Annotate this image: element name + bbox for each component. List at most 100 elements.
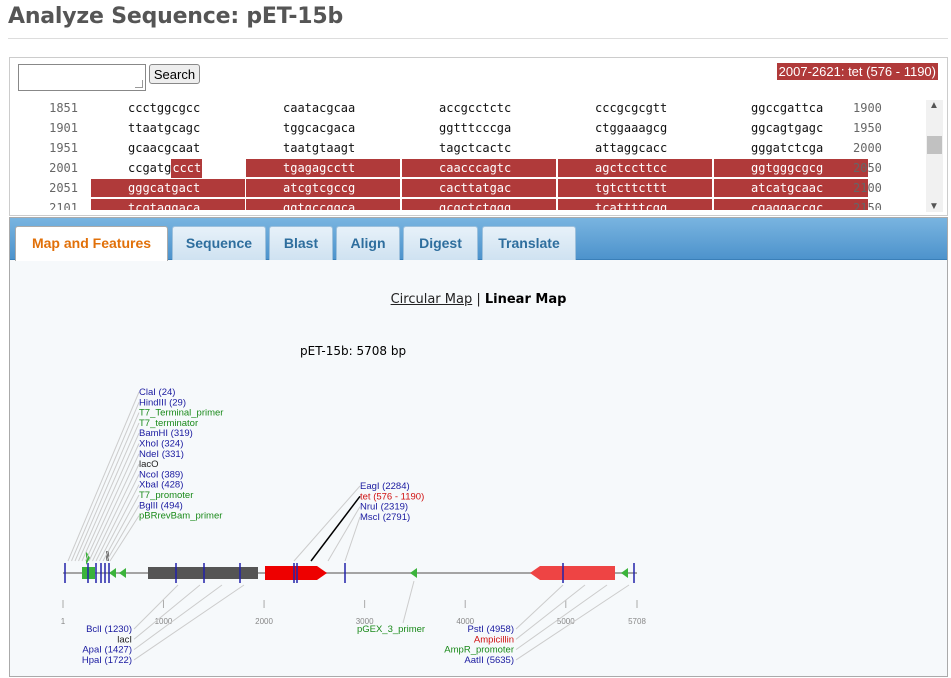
feature-label: BglII (494) [139, 500, 183, 511]
map-link-separator: | [476, 292, 481, 307]
linear-plasmid-map[interactable]: pET-15b: 5708 bp 1 1000 2000 3000 4000 5000 570… [10, 218, 947, 678]
feature-label: XhoI (324) [139, 439, 183, 450]
laco-marker [106, 551, 109, 561]
feature-label: lacO [139, 459, 159, 470]
sequence-row: 1901 ttaatgcagc tggcacgaca ggtttcccga ct… [10, 118, 920, 138]
sequence-block: tggcacgaca [283, 121, 356, 135]
sequence-block: ggccgattca [751, 101, 824, 115]
tab-digest[interactable]: Digest [403, 226, 478, 260]
scroll-down-icon[interactable]: ▼ [929, 201, 939, 212]
row-start: 2001 [49, 161, 78, 175]
feature-label: Ampicillin [474, 634, 514, 645]
sequence-scrollbar[interactable]: ▲ ▼ [926, 100, 943, 212]
sequence-block: ggcagtgagc [751, 121, 824, 135]
scale-tick-label: 3000 [356, 617, 374, 626]
row-end: 2100 [853, 181, 882, 195]
feature-label: NruI (2319) [360, 502, 408, 513]
sequence-text-highlighted: ccct [171, 159, 203, 178]
sequence-block-highlighted: agctccttcc [558, 159, 712, 177]
leader-line [515, 584, 564, 630]
row-start: 2101 [49, 201, 78, 210]
sequence-viewer[interactable]: 1851 ccctggcgcc caatacgcaa accgcctctc cc… [10, 98, 920, 210]
tab-align[interactable]: Align [336, 226, 400, 260]
scrollbar-thumb[interactable] [927, 136, 942, 154]
leader-line [99, 484, 140, 562]
sequence-block-highlighted: cacttatgac [402, 179, 556, 197]
row-start: 1901 [49, 121, 78, 135]
leader-line [327, 506, 361, 562]
leader-line [515, 584, 630, 661]
leader-line [95, 474, 140, 562]
row-end: 2000 [853, 141, 882, 155]
tab-map-and-features[interactable]: Map and Features [15, 226, 168, 261]
row-start: 2051 [49, 181, 78, 195]
primer-arrow [86, 551, 90, 565]
leader-line [515, 584, 586, 640]
map-name-label: pET-15b: 5708 bp [300, 344, 406, 358]
leader-line [81, 432, 140, 562]
linear-map-link[interactable]: Linear Map [484, 292, 567, 307]
sequence-block: ggtttcccga [439, 121, 512, 135]
scale-tick-label: 5000 [557, 617, 575, 626]
sequence-block: gggatctcga [751, 141, 824, 155]
leader-line [133, 584, 245, 661]
leader-line [102, 494, 140, 562]
feature-label: pGEX_3_primer [357, 624, 425, 635]
sequence-block-highlighted: cgaggaccgc [714, 199, 868, 210]
circular-map-link[interactable]: Circular Map [390, 292, 473, 307]
leader-line [92, 463, 140, 562]
sequence-block-highlighted: ggtgggcgcg [714, 159, 868, 177]
resize-grip-icon[interactable] [135, 80, 143, 88]
feature-label: XbaI (428) [139, 480, 183, 491]
sequence-block-highlighted: tgtcttcttt [558, 179, 712, 197]
feature-label: MscI (2791) [360, 512, 410, 523]
row-end: 1900 [853, 101, 882, 115]
feature-label: HindIII (29) [139, 397, 186, 408]
sequence-block: accgcctctc [439, 101, 512, 115]
feature-label: NdeI (331) [139, 449, 184, 460]
feature-label: AmpR_promoter [444, 645, 514, 656]
tab-bar: Map and Features Sequence Blast Align Di… [10, 218, 947, 261]
sequence-block-highlighted: gcgctctggg [402, 199, 556, 210]
sequence-row: 1951 gcaacgcaat taatgtaagt tagctcactc at… [10, 138, 920, 158]
scale-tick-label: 1 [61, 617, 66, 626]
feature-label: T7_promoter [139, 490, 193, 501]
leader-line [515, 584, 608, 651]
leader-line [109, 515, 140, 562]
feature-label: AatII (5635) [464, 655, 514, 666]
leader-line [106, 505, 140, 562]
sequence-row: 2101 tcgtaggaca ggtgccggca gcgctctggg tc… [10, 198, 920, 210]
feature-label: ClaI (24) [139, 387, 175, 398]
leader-line [344, 516, 361, 562]
sequence-text-plain: ccgatg [128, 161, 172, 175]
sequence-block-highlighted: tcgtaggaca [91, 199, 245, 210]
scroll-up-icon[interactable]: ▲ [929, 100, 939, 111]
leader-line [85, 443, 140, 562]
sequence-block: tagctcactc [439, 141, 512, 155]
feature-label: lacI [117, 634, 132, 645]
sequence-block-text: ccgatgccct [128, 159, 203, 178]
page-title: Analyze Sequence: pET-15b [8, 4, 344, 29]
leader-line [78, 422, 140, 562]
search-input[interactable] [18, 64, 146, 91]
sequence-block: gcaacgcaat [128, 141, 201, 155]
feature-label: HpaI (1722) [82, 655, 132, 666]
leader-line [310, 495, 361, 562]
primer-arrow [119, 568, 126, 578]
sequence-block: ccctggcgcc [128, 101, 201, 115]
scale-tick-label: 4000 [456, 617, 474, 626]
scale-tick-label: 5708 [628, 617, 646, 626]
leader-line [293, 485, 361, 562]
row-start: 1951 [49, 141, 78, 155]
sequence-row: 2051 gggcatgact atcgtcgccg cacttatgac tg… [10, 178, 920, 198]
tab-blast[interactable]: Blast [269, 226, 333, 260]
leader-line [133, 584, 201, 640]
search-button[interactable]: Search [149, 64, 200, 84]
ampicillin-feature [530, 566, 615, 580]
leader-line [71, 402, 140, 562]
tab-translate[interactable]: Translate [482, 226, 576, 260]
sequence-block-highlighted: tgagagcctt [246, 159, 400, 177]
tab-sequence[interactable]: Sequence [172, 226, 266, 260]
leader-line [133, 584, 223, 651]
sequence-block: attaggcacc [595, 141, 668, 155]
